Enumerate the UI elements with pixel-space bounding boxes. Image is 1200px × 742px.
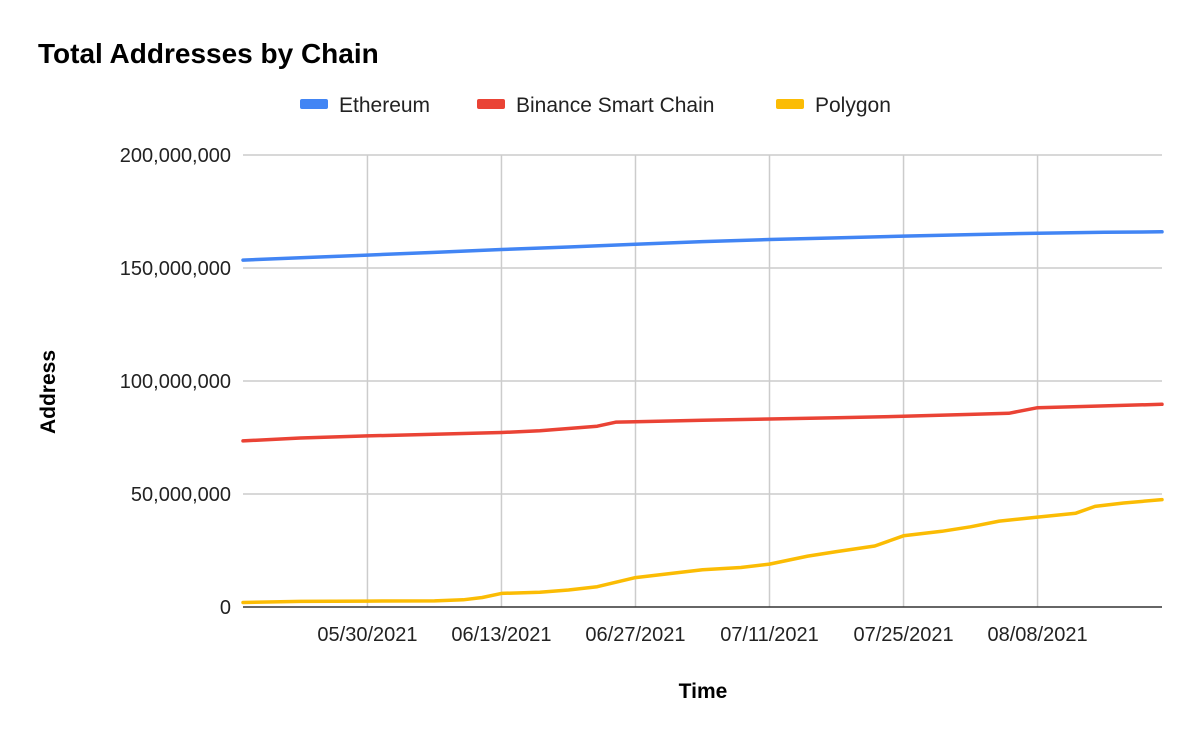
x-axis-ticks: 05/30/2021 06/13/2021 06/27/2021 07/11/2021… xyxy=(317,624,1087,646)
y-tick-label: 150,000,000 xyxy=(120,258,231,280)
legend-swatch xyxy=(776,99,804,109)
series-line-binance-smart-chain xyxy=(241,402,1164,443)
legend-swatch xyxy=(477,99,505,109)
legend: Ethereum Binance Smart Chain Polygon xyxy=(300,94,891,117)
y-axis-title: Address xyxy=(37,350,60,434)
y-tick-label: 50,000,000 xyxy=(131,484,231,506)
legend-label: Ethereum xyxy=(339,94,430,117)
series-line-ethereum xyxy=(241,230,1164,262)
x-tick-label: 06/27/2021 xyxy=(585,624,685,646)
x-tick-label: 05/30/2021 xyxy=(317,624,417,646)
y-tick-label: 0 xyxy=(220,597,231,619)
y-tick-label: 100,000,000 xyxy=(120,371,231,393)
legend-label: Binance Smart Chain xyxy=(516,94,714,117)
y-axis-ticks: 0 50,000,000 100,000,000 150,000,000 200,000… xyxy=(120,145,231,619)
x-tick-label: 07/11/2021 xyxy=(720,624,819,646)
x-tick-label: 07/25/2021 xyxy=(853,624,953,646)
x-tick-label: 08/08/2021 xyxy=(987,624,1087,646)
chart-title: Total Addresses by Chain xyxy=(38,38,379,69)
x-axis-title: Time xyxy=(679,680,728,703)
grid-lines xyxy=(243,154,1162,608)
x-tick-label: 06/13/2021 xyxy=(451,624,551,646)
legend-swatch xyxy=(300,99,328,109)
series-lines xyxy=(241,230,1164,605)
legend-label: Polygon xyxy=(815,94,891,117)
y-tick-label: 200,000,000 xyxy=(120,145,231,167)
series-line-polygon xyxy=(241,497,1164,605)
